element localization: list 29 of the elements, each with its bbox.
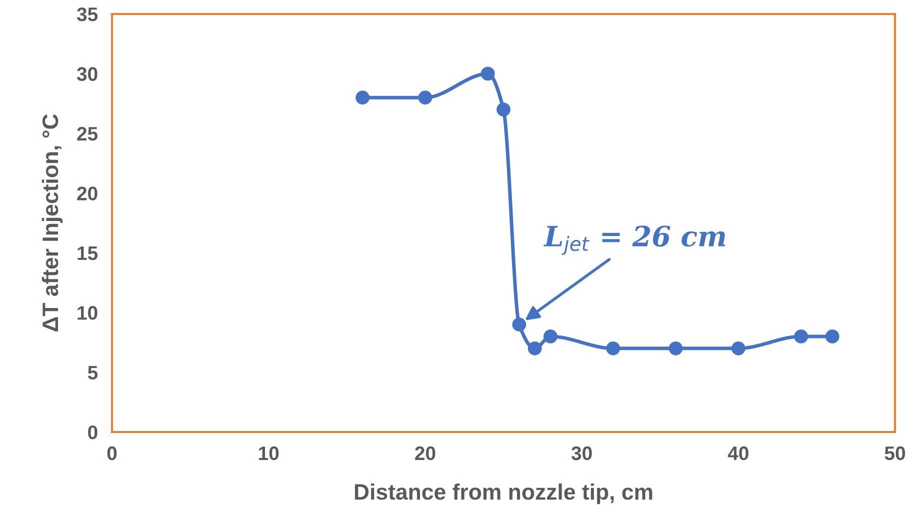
y-tick-label: 5	[88, 366, 98, 380]
point	[668, 341, 683, 356]
x-tick-label: 30	[571, 446, 592, 460]
y-tick-label: 30	[76, 67, 98, 81]
y-axis-title: ΔT after Injection, °C	[42, 114, 63, 332]
x-tick-label: 40	[728, 446, 748, 460]
y-tick-label: 10	[78, 306, 98, 320]
y-tick-label: 25	[77, 126, 98, 141]
x-tick-label: 10	[259, 446, 279, 460]
point	[512, 318, 526, 332]
x-tick-label: 50	[884, 446, 906, 460]
point	[528, 341, 542, 356]
point	[356, 90, 370, 105]
point	[418, 90, 432, 105]
y-tick-label: 35	[76, 7, 98, 22]
point	[606, 341, 620, 356]
x-tick-label: 0	[107, 446, 117, 460]
x-tick-label: 20	[415, 446, 436, 460]
y-tick-label: 0	[88, 425, 98, 440]
y-tick-label: 20	[77, 186, 98, 200]
point	[496, 102, 510, 116]
point	[731, 341, 746, 356]
point	[480, 66, 495, 81]
point	[825, 330, 840, 344]
point	[794, 330, 808, 344]
point	[544, 330, 558, 344]
y-tick-label: 15	[78, 246, 98, 260]
annotation: L$_{jet}$ = 26 cm	[544, 226, 726, 255]
x-axis-title: Distance from nozzle tip, cm	[354, 483, 652, 504]
